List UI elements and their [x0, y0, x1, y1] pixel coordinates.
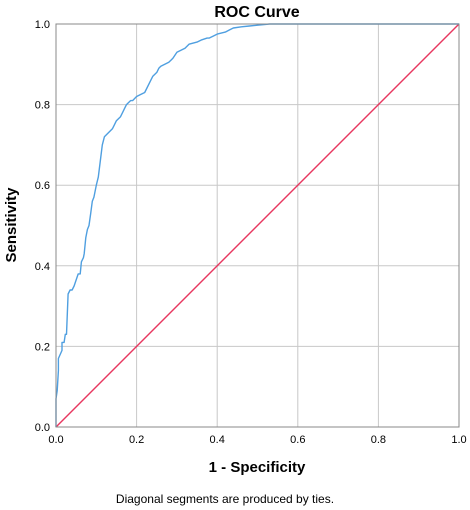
y-tick-label: 1.0 [35, 19, 50, 31]
y-tick-label: 0.2 [35, 341, 50, 353]
x-tick-label: 0.6 [290, 434, 305, 446]
plot-frame [55, 23, 460, 428]
y-tick-label: 0.0 [35, 422, 50, 434]
x-tick-label: 0.4 [210, 434, 225, 446]
x-tick-label: 0.0 [48, 434, 63, 446]
plot-border [55, 23, 460, 428]
y-tick-label: 0.4 [35, 261, 50, 273]
x-tick-label: 0.2 [129, 434, 144, 446]
chart-footnote: Diagonal segments are produced by ties. [116, 492, 334, 506]
x-tick-label: 1.0 [451, 434, 466, 446]
x-axis-label: 1 - Specificity [209, 459, 306, 476]
y-tick-label: 0.6 [35, 180, 50, 192]
y-axis-label: Sensitivity [3, 187, 20, 263]
roc-curve-line [55, 23, 459, 427]
tick-labels: 0.0 0.2 0.4 0.6 0.8 1.0 0.0 0.2 0.4 0.6 0.8 1.0 [35, 19, 467, 446]
y-tick-label: 0.8 [35, 100, 50, 112]
chart-title: ROC Curve [214, 4, 299, 21]
x-tick-label: 0.8 [371, 434, 386, 446]
series-layer [55, 23, 460, 428]
reference-diagonal-line [55, 23, 460, 428]
